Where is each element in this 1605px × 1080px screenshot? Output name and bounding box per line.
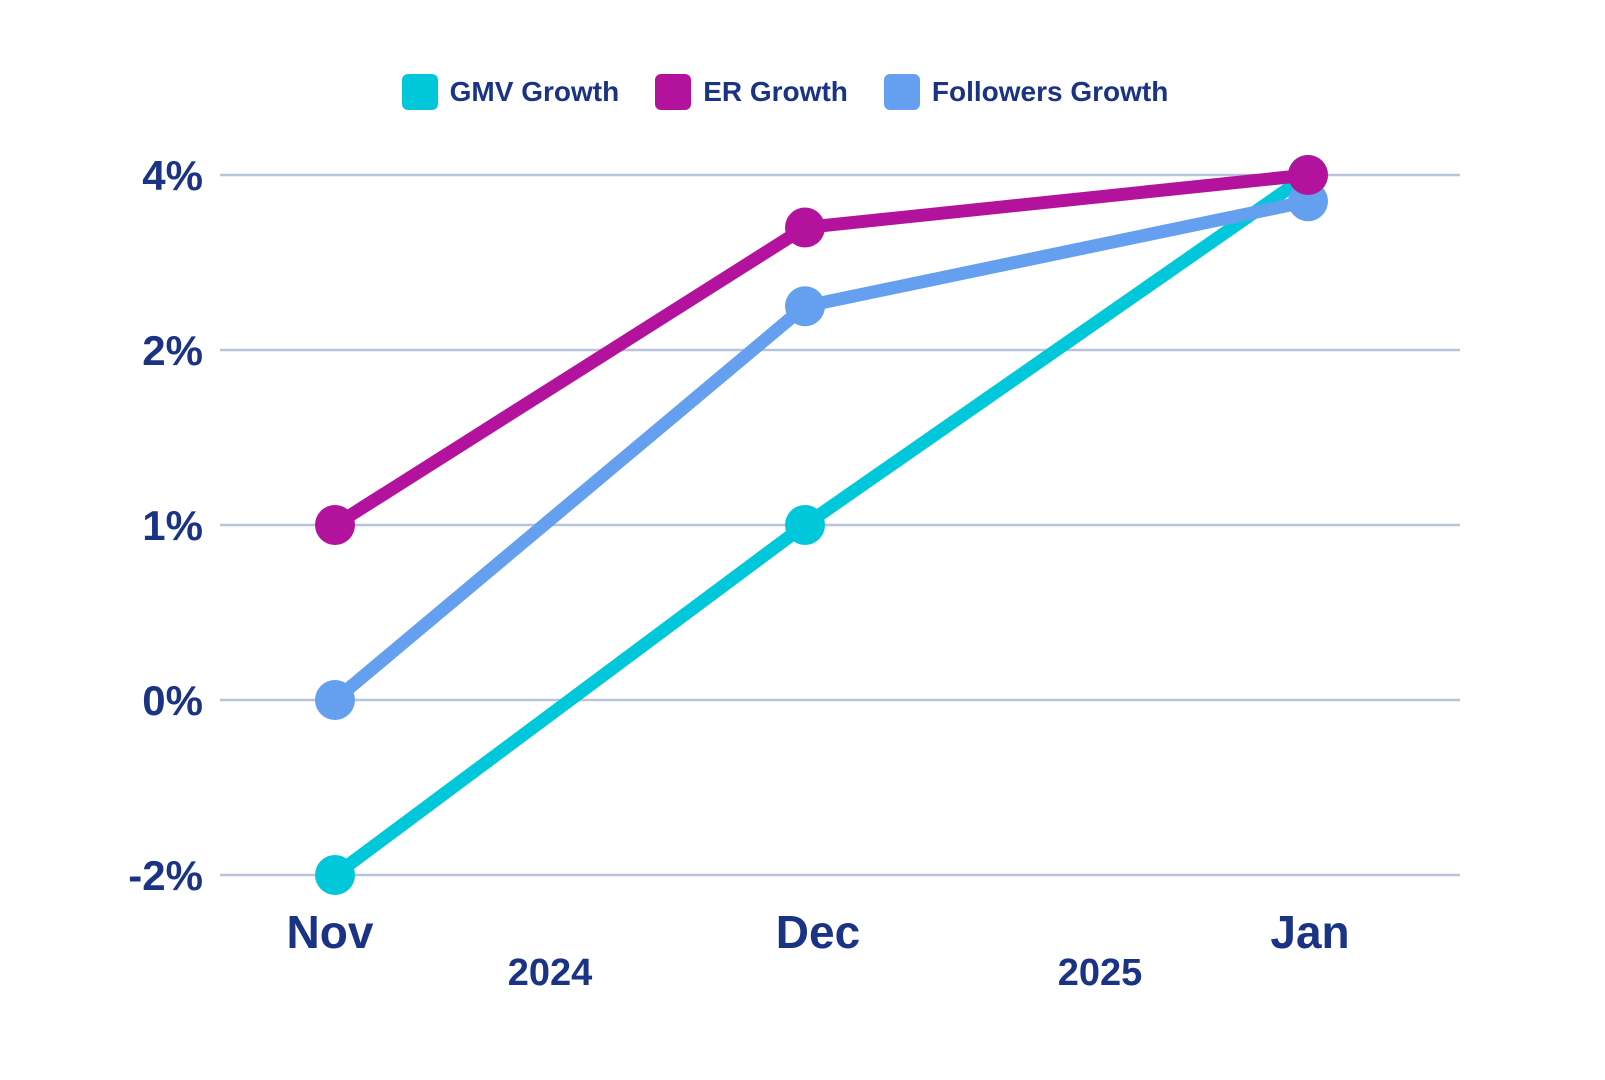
data-point	[785, 505, 825, 545]
series-lines	[315, 155, 1328, 895]
x-tick-label: Nov	[287, 906, 374, 958]
y-tick-label: 4%	[142, 152, 203, 199]
legend-swatch-gmv	[401, 74, 438, 110]
chart-legend: GMV Growth ER Growth Followers Growth	[0, 72, 1605, 112]
legend-label-er: ER Growth	[703, 76, 848, 107]
legend-label-gmv: GMV Growth	[449, 76, 620, 107]
y-axis-ticks: -2% 0% 1% 2% 4%	[128, 152, 203, 899]
legend-swatch-followers	[883, 74, 920, 110]
legend-item-gmv[interactable]: GMV Growth	[401, 74, 620, 110]
x-tick-label: Jan	[1270, 906, 1349, 958]
year-labels: 2024 2025	[508, 952, 1143, 994]
data-point	[1288, 155, 1328, 195]
data-point	[785, 207, 825, 248]
y-tick-label: 0%	[142, 677, 203, 724]
grid-lines	[220, 173, 1460, 877]
series-followers-growth	[315, 181, 1328, 720]
legend-item-er[interactable]: ER Growth	[655, 74, 848, 110]
series-er-growth	[315, 155, 1328, 545]
legend-swatch-er	[655, 74, 692, 110]
year-label: 2024	[508, 952, 593, 994]
x-tick-label: Dec	[776, 906, 860, 958]
y-tick-label: -2%	[128, 852, 203, 899]
year-label: 2025	[1058, 952, 1143, 994]
y-tick-label: 1%	[142, 502, 203, 549]
data-point	[315, 680, 355, 720]
legend-label-followers: Followers Growth	[931, 76, 1169, 107]
x-axis-ticks: Nov Dec Jan	[287, 906, 1350, 958]
data-point	[785, 286, 825, 327]
legend-item-followers[interactable]: Followers Growth	[883, 74, 1169, 110]
data-point	[315, 505, 355, 545]
y-tick-label: 2%	[142, 327, 203, 374]
data-point	[315, 855, 355, 895]
